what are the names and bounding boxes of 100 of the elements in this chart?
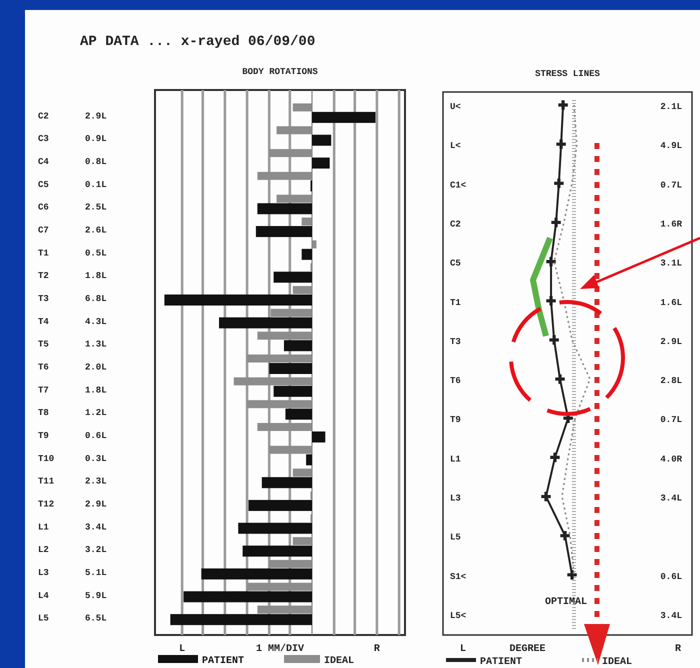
bar	[247, 400, 312, 408]
bar	[274, 386, 312, 397]
y-tick-label: T6	[450, 376, 461, 386]
point	[558, 100, 568, 110]
legend-label: IDEAL	[602, 657, 632, 668]
y-tick-label: L<	[450, 141, 461, 152]
bar	[238, 522, 312, 534]
text: 4.0R	[660, 454, 683, 464]
point	[556, 139, 566, 149]
point	[555, 374, 565, 384]
text: 1.6R	[660, 219, 683, 230]
text: 1.3L	[85, 340, 107, 350]
y-tick-label: T3	[450, 336, 461, 347]
bar	[242, 546, 312, 557]
bar	[292, 103, 312, 112]
y-tick-label: L5	[38, 614, 49, 624]
text: 3.4L	[660, 611, 682, 621]
text: 0.7L	[660, 180, 682, 190]
bar	[164, 294, 312, 306]
text: 0.7L	[660, 415, 682, 426]
y-tick-label: C5	[38, 180, 49, 190]
bar	[284, 340, 312, 352]
text: 0.9L	[85, 134, 107, 144]
bar	[234, 377, 312, 386]
bar	[248, 500, 312, 511]
y-tick-label: T6	[38, 362, 49, 372]
y-tick-label: T7	[38, 385, 49, 396]
y-tick-label: C3	[38, 134, 49, 144]
bar	[269, 560, 312, 568]
bar	[306, 454, 312, 466]
bar	[270, 308, 312, 317]
text: 3.2L	[85, 545, 107, 556]
bar	[257, 203, 312, 214]
text: 2.1L	[660, 102, 682, 112]
text: 4.9L	[660, 141, 682, 152]
text: 2.9L	[85, 111, 107, 122]
bar	[269, 149, 312, 158]
bar	[257, 606, 312, 614]
text: R	[674, 644, 682, 655]
text: 0.1L	[85, 180, 107, 190]
y-tick-label: C6	[38, 202, 49, 213]
bar	[201, 568, 312, 580]
y-tick-label: T11	[38, 476, 55, 487]
text: 1.8L	[85, 385, 107, 396]
y-tick-label: T12	[38, 499, 54, 510]
bar	[292, 537, 312, 546]
point	[554, 178, 564, 188]
y-tick-label: T3	[38, 294, 49, 304]
y-tick-label: T2	[38, 271, 49, 282]
text: 5.9L	[85, 590, 107, 601]
bar	[302, 218, 312, 226]
text: 3.4L	[660, 494, 682, 504]
y-tick-label: C1<	[450, 180, 466, 190]
text: 2.0L	[85, 362, 107, 372]
bar	[274, 272, 312, 283]
bar	[312, 240, 316, 248]
y-tick-label: T10	[38, 454, 54, 464]
y-tick-label: U<	[450, 102, 461, 112]
text: 5.1L	[85, 568, 107, 578]
bar	[219, 317, 312, 328]
bar	[292, 468, 312, 477]
y-tick-label: T1	[450, 298, 462, 308]
text: 2.8L	[660, 376, 682, 386]
text: 6.5L	[85, 614, 107, 624]
bar	[312, 112, 376, 123]
text: 0.6L	[660, 572, 682, 582]
y-tick-label: T8	[38, 408, 49, 418]
point	[550, 452, 560, 462]
bar	[276, 194, 312, 203]
text: L	[460, 644, 466, 655]
bar	[285, 408, 312, 420]
text: 0.5L	[85, 248, 107, 258]
text: 0.3L	[85, 454, 107, 464]
text: 2.9L	[85, 499, 107, 510]
point	[541, 492, 551, 502]
text: 1.6L	[660, 298, 682, 308]
x-axis-title: 1 MM/DIV	[256, 643, 304, 655]
bar	[312, 158, 330, 169]
text: L	[179, 644, 186, 655]
text: 2.9L	[660, 336, 682, 347]
bar	[269, 363, 312, 374]
bar	[257, 422, 312, 431]
point	[549, 335, 559, 345]
legend-label: IDEAL	[324, 656, 354, 667]
bar	[256, 226, 312, 238]
legend-label: PATIENT	[202, 656, 244, 667]
y-tick-label: T4	[38, 316, 50, 327]
point	[560, 530, 570, 540]
text: 2.5L	[85, 202, 107, 213]
y-tick-label: T5	[38, 340, 49, 350]
y-tick-label: L5	[450, 532, 461, 543]
x-axis-title: DEGREE	[509, 644, 546, 655]
y-tick-label: L1	[38, 522, 50, 532]
chart-subtitle: BODY ROTATIONS	[242, 67, 318, 77]
y-tick-label: T9	[450, 415, 461, 426]
legend-label: PATIENT	[480, 657, 522, 668]
text: 1.8L	[85, 271, 107, 282]
chart-title: AP DATA ... x-rayed 06/09/00	[80, 34, 316, 50]
text: 2.3L	[85, 476, 107, 487]
bar	[276, 126, 312, 134]
